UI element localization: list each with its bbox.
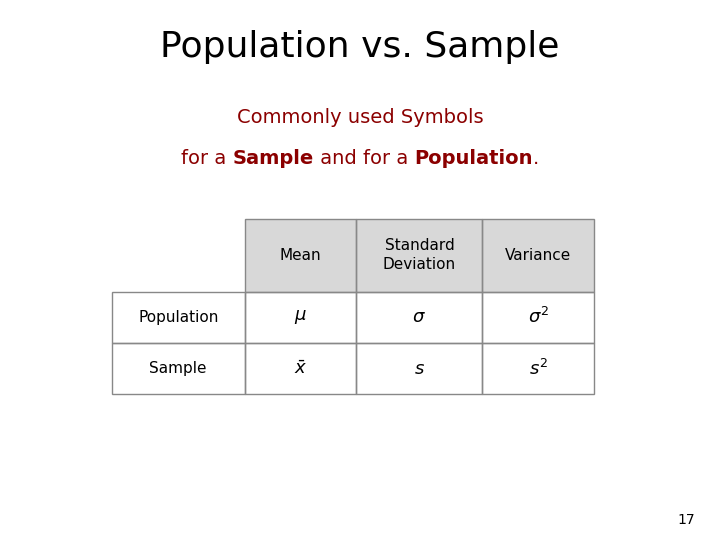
- Text: Commonly used Symbols: Commonly used Symbols: [237, 108, 483, 127]
- Bar: [245, 219, 356, 292]
- Text: and for a: and for a: [314, 148, 414, 167]
- Text: Sample: Sample: [233, 148, 314, 167]
- Text: Standard
Deviation: Standard Deviation: [383, 238, 456, 272]
- Bar: [245, 219, 594, 292]
- Text: $s$: $s$: [414, 360, 425, 377]
- Text: $\sigma^2$: $\sigma^2$: [528, 307, 549, 327]
- Text: Variance: Variance: [505, 248, 572, 262]
- Bar: [112, 292, 245, 343]
- Text: Mean: Mean: [280, 248, 321, 262]
- Bar: [112, 343, 245, 394]
- Text: Population: Population: [138, 310, 218, 325]
- Text: Sample: Sample: [150, 361, 207, 376]
- Bar: [356, 343, 482, 394]
- Bar: [245, 292, 356, 343]
- Bar: [482, 292, 594, 343]
- Text: $\sigma$: $\sigma$: [413, 308, 426, 326]
- Text: $\bar{x}$: $\bar{x}$: [294, 360, 307, 377]
- Bar: [356, 292, 482, 343]
- Bar: [245, 343, 356, 394]
- Bar: [356, 219, 482, 292]
- Bar: [482, 343, 594, 394]
- Text: 17: 17: [678, 512, 695, 526]
- Text: .: .: [533, 148, 539, 167]
- Text: Population: Population: [414, 148, 533, 167]
- Text: Population vs. Sample: Population vs. Sample: [161, 30, 559, 64]
- Text: $s^2$: $s^2$: [528, 359, 548, 379]
- Bar: [482, 219, 594, 292]
- Text: for a: for a: [181, 148, 233, 167]
- Text: $\mu$: $\mu$: [294, 308, 307, 326]
